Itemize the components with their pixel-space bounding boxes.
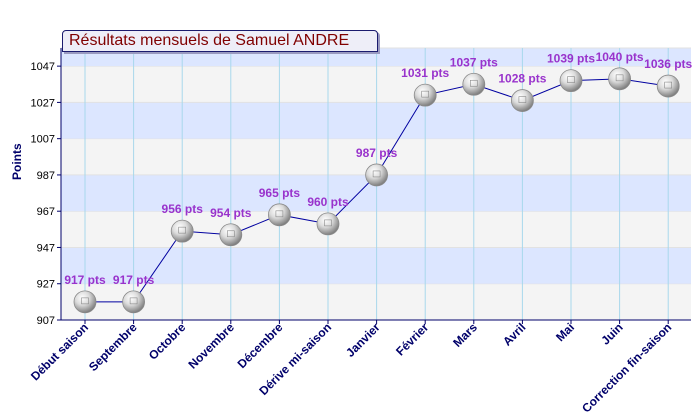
band-blue — [61, 247, 691, 284]
data-point-ball — [170, 219, 194, 243]
data-point — [559, 69, 583, 93]
x-tick-label: Septembre — [86, 320, 140, 374]
data-point-glyph — [81, 297, 89, 305]
data-point — [267, 203, 291, 227]
y-tick-label: 927 — [37, 279, 55, 291]
x-tick-label: Mai — [553, 320, 577, 344]
data-label: 987 pts — [356, 146, 398, 160]
data-point — [413, 83, 437, 107]
data-point-ball — [316, 212, 340, 236]
data-point-ball — [365, 163, 389, 187]
data-point-ball — [559, 69, 583, 93]
data-point-glyph — [567, 76, 575, 83]
y-tick-label: 907 — [37, 315, 55, 327]
data-label: 1037 pts — [450, 55, 498, 69]
data-point-glyph — [129, 297, 138, 305]
y-axis-label: Points — [10, 143, 24, 180]
y-tick-labels: 907 927 947 967 987 1007 1027 1047 — [31, 61, 61, 327]
data-point-ball — [413, 83, 437, 107]
data-point — [219, 223, 243, 247]
data-label: 917 pts — [64, 273, 106, 287]
data-label: 1040 pts — [596, 50, 644, 64]
data-point-glyph — [324, 219, 332, 227]
data-label: 917 pts — [113, 273, 155, 287]
data-point — [316, 212, 340, 236]
data-point-ball — [511, 89, 534, 112]
y-tick-label: 967 — [37, 206, 55, 218]
x-tick-label: Début saison — [28, 320, 91, 383]
data-label: 1031 pts — [401, 66, 449, 80]
data-point — [462, 72, 486, 96]
data-label: 960 pts — [307, 195, 349, 209]
x-tick-label: Janvier — [343, 320, 383, 360]
data-point — [122, 290, 146, 314]
data-point-glyph — [518, 96, 527, 103]
chart-title-box: Résultats mensuels de Samuel ANDRE — [62, 30, 378, 52]
data-label: 1039 pts — [547, 52, 595, 66]
data-point-glyph — [227, 230, 235, 238]
y-tick-label: 1047 — [31, 61, 55, 73]
data-label: 956 pts — [162, 202, 204, 216]
x-tick-label: Avril — [500, 320, 528, 348]
band-blue — [61, 48, 691, 67]
data-point-ball — [267, 203, 291, 227]
data-label: 965 pts — [259, 186, 301, 200]
data-point-glyph — [615, 74, 624, 82]
data-point — [365, 163, 389, 187]
data-point-ball — [122, 290, 146, 314]
data-point-glyph — [178, 226, 186, 234]
data-point-ball — [219, 223, 243, 247]
data-point — [608, 67, 631, 91]
x-tick-label: Mars — [450, 320, 480, 350]
data-label: 954 pts — [210, 206, 252, 220]
y-tick-label: 947 — [37, 242, 55, 254]
y-tick-label: 1007 — [31, 134, 55, 146]
data-point — [73, 290, 97, 314]
data-label: 1036 pts — [644, 57, 692, 71]
band-blue — [61, 102, 691, 139]
data-point — [511, 89, 534, 112]
x-tick-label: Correction fin-saison — [579, 320, 674, 415]
data-point-glyph — [275, 210, 284, 218]
data-point-ball — [608, 67, 631, 91]
data-label: 1028 pts — [498, 72, 546, 86]
x-tick-label: Février — [393, 320, 431, 358]
data-points — [73, 67, 680, 314]
data-point — [656, 74, 680, 98]
data-point-ball — [462, 72, 486, 96]
data-labels: 917 pts 917 pts 956 pts 954 pts 965 pts 960 p… — [64, 50, 692, 287]
x-tick-label: Novembre — [186, 320, 238, 372]
x-tick-label: Décembre — [235, 320, 286, 371]
data-point-ball — [73, 290, 97, 314]
data-point-ball — [656, 74, 680, 98]
y-tick-label: 1027 — [31, 97, 55, 109]
chart-title: Résultats mensuels de Samuel ANDRE — [69, 32, 350, 49]
x-tick-label: Octobre — [146, 320, 189, 363]
x-tick-label: Juin — [598, 320, 625, 347]
data-point-glyph — [469, 79, 478, 87]
y-tick-label: 987 — [37, 170, 55, 182]
data-point-glyph — [372, 170, 381, 178]
data-point-glyph — [421, 90, 430, 98]
data-point-glyph — [664, 81, 673, 89]
data-point — [170, 219, 194, 243]
axes — [60, 48, 691, 321]
